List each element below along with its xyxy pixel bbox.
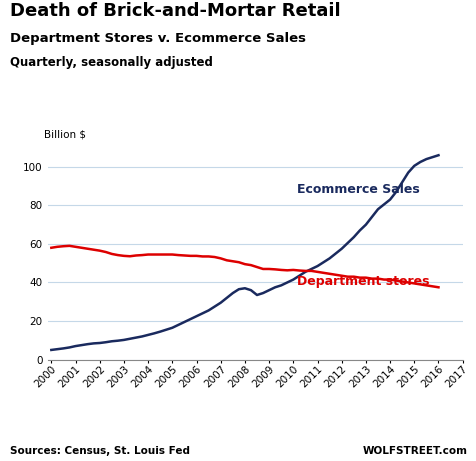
- Text: Quarterly, seasonally adjusted: Quarterly, seasonally adjusted: [10, 56, 212, 69]
- Text: Department Stores v. Ecommerce Sales: Department Stores v. Ecommerce Sales: [10, 32, 305, 45]
- Text: Sources: Census, St. Louis Fed: Sources: Census, St. Louis Fed: [10, 446, 189, 456]
- Text: Death of Brick-and-Mortar Retail: Death of Brick-and-Mortar Retail: [10, 2, 339, 20]
- Text: Department stores: Department stores: [296, 275, 428, 288]
- Text: WOLFSTREET.com: WOLFSTREET.com: [362, 446, 466, 456]
- Text: Ecommerce Sales: Ecommerce Sales: [296, 183, 418, 196]
- Text: Billion $: Billion $: [43, 129, 85, 139]
